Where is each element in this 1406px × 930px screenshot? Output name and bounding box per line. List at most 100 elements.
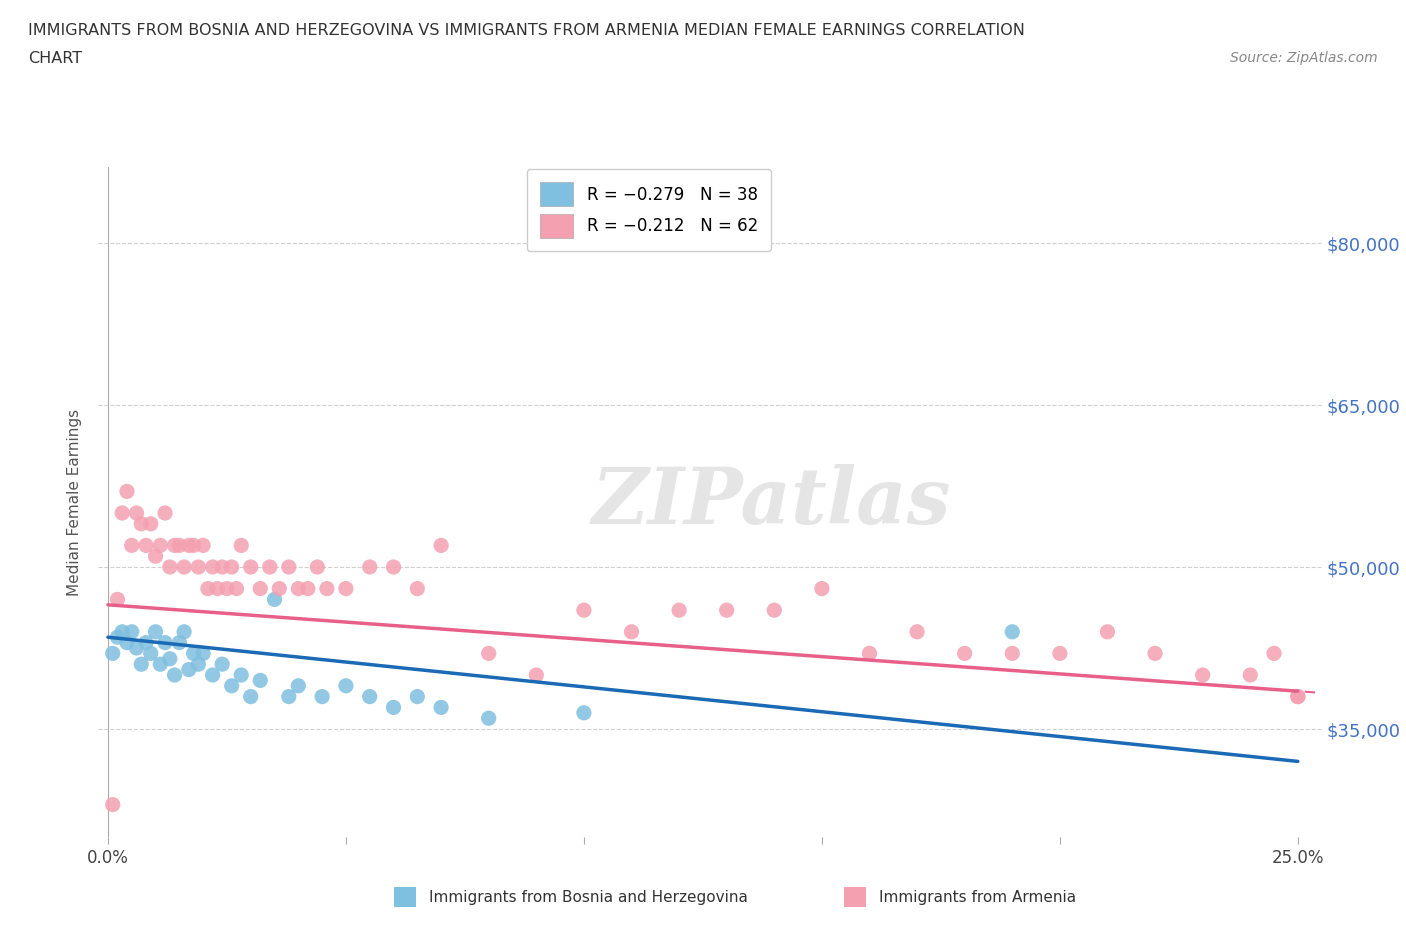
Point [183,646,205,661]
Point [478,646,501,661]
Point [1239,668,1261,683]
Point [311,689,333,704]
Point [107,630,129,644]
Point [1049,646,1071,661]
Y-axis label: Median Female Earnings: Median Female Earnings [67,408,83,596]
Point [129,516,152,531]
Point [335,678,357,693]
Point [173,560,195,575]
Point [716,603,738,618]
Point [382,700,405,715]
Point [430,700,453,715]
Point [287,581,309,596]
Point [259,560,281,575]
Point [620,624,643,639]
Point [139,646,162,661]
Text: ZIPatlas: ZIPatlas [592,464,950,540]
Point [231,668,253,683]
Point [430,538,453,552]
Point [763,603,786,618]
Point [101,797,124,812]
Point [221,678,243,693]
Point [211,657,233,671]
Point [197,581,219,596]
Point [183,538,205,552]
Point [249,581,271,596]
Legend: R = −0.279   N = 38, R = −0.212   N = 62: R = −0.279 N = 38, R = −0.212 N = 62 [527,169,770,251]
Point [129,657,152,671]
Point [1286,689,1309,704]
Point [201,668,224,683]
Text: Immigrants from Armenia: Immigrants from Armenia [879,890,1076,905]
Point [169,635,191,650]
Point [1144,646,1167,661]
Point [1286,689,1309,704]
Point [149,657,172,671]
Point [139,516,162,531]
Text: Source: ZipAtlas.com: Source: ZipAtlas.com [1230,51,1378,65]
Point [153,506,176,521]
Point [263,592,285,607]
Point [277,689,299,704]
Point [145,624,167,639]
Point [406,689,429,704]
Point [239,560,262,575]
Point [1001,646,1024,661]
Point [149,538,172,552]
Point [572,705,595,720]
Point [277,560,299,575]
Point [163,538,186,552]
Point [173,624,195,639]
Point [1263,646,1285,661]
Point [225,581,247,596]
Point [135,538,157,552]
Point [221,560,243,575]
Point [177,538,200,552]
Point [1097,624,1119,639]
Point [249,673,271,688]
Point [359,560,381,575]
Point [163,668,186,683]
Point [668,603,690,618]
Point [297,581,319,596]
Point [135,635,157,650]
Point [169,538,191,552]
Point [524,668,547,683]
Point [115,635,138,650]
Point [406,581,429,596]
Point [335,581,357,596]
Point [101,646,124,661]
Point [239,689,262,704]
Point [953,646,976,661]
Point [187,560,209,575]
Point [121,624,143,639]
Point [159,560,181,575]
Text: IMMIGRANTS FROM BOSNIA AND HERZEGOVINA VS IMMIGRANTS FROM ARMENIA MEDIAN FEMALE : IMMIGRANTS FROM BOSNIA AND HERZEGOVINA V… [28,23,1025,38]
Point [191,538,214,552]
Point [478,711,501,725]
Point [125,506,148,521]
Point [1001,624,1024,639]
Point [215,581,238,596]
Text: Immigrants from Bosnia and Herzegovina: Immigrants from Bosnia and Herzegovina [429,890,748,905]
Point [145,549,167,564]
Point [1191,668,1213,683]
Point [315,581,337,596]
Point [191,646,214,661]
Point [211,560,233,575]
Point [231,538,253,552]
Point [269,581,291,596]
Point [187,657,209,671]
Point [201,560,224,575]
Point [121,538,143,552]
Point [858,646,880,661]
Point [115,484,138,498]
Point [307,560,329,575]
Point [125,641,148,656]
Point [207,581,229,596]
Point [159,651,181,666]
Point [572,603,595,618]
Text: CHART: CHART [28,51,82,66]
Point [905,624,928,639]
Point [811,581,834,596]
